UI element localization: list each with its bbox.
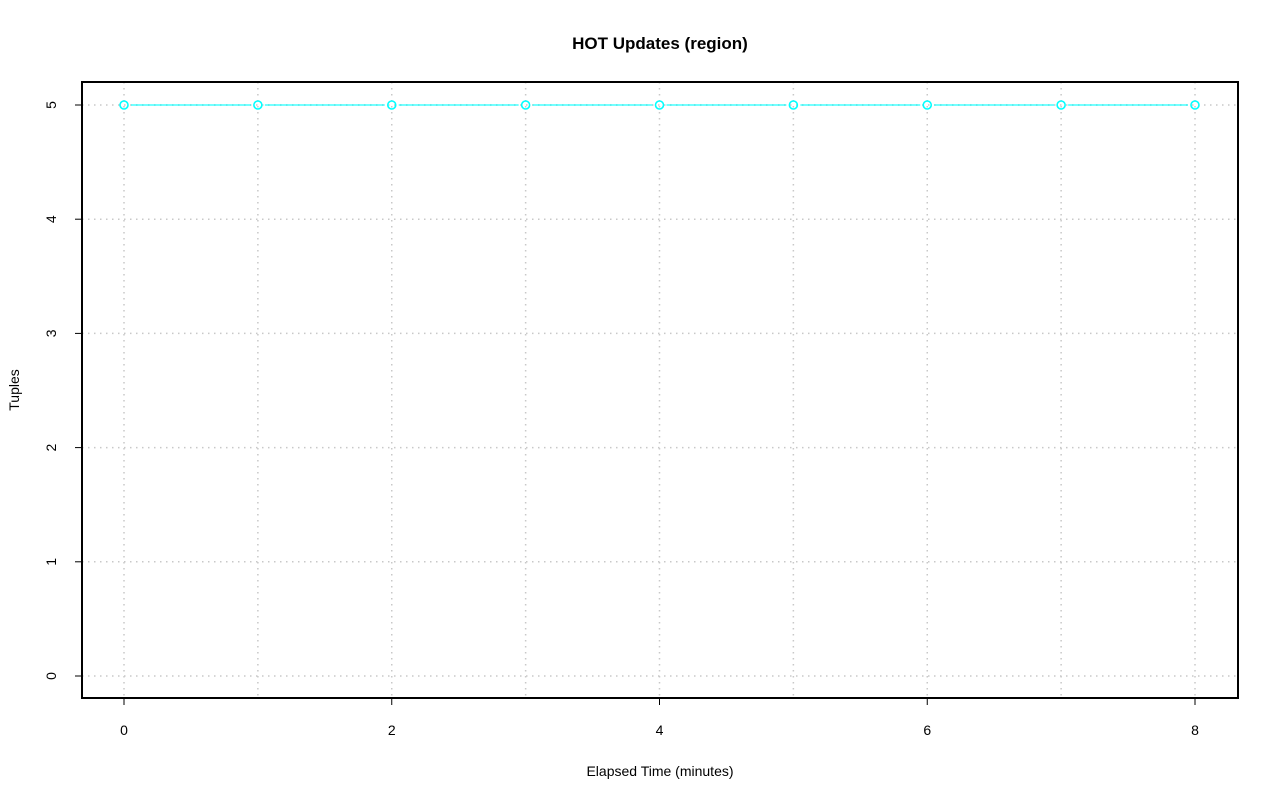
- x-tick-label: 4: [656, 722, 664, 738]
- x-tick-label: 0: [120, 722, 128, 738]
- plot-frame: [81, 81, 1239, 699]
- data-point: [1190, 100, 1200, 110]
- data-point: [788, 100, 799, 110]
- data-point: [520, 100, 531, 110]
- x-axis-label: Elapsed Time (minutes): [586, 763, 733, 779]
- y-tick-label: 0: [43, 672, 59, 680]
- y-axis-label: Tuples: [6, 369, 22, 411]
- x-tick-label: 8: [1191, 722, 1199, 738]
- data-point: [119, 100, 129, 110]
- y-tick-label: 4: [43, 215, 59, 223]
- y-tick-label: 5: [43, 101, 59, 109]
- y-tick-label: 2: [43, 443, 59, 451]
- data-point: [1056, 100, 1066, 110]
- grid: [82, 82, 1238, 698]
- y-tick-label: 1: [43, 558, 59, 566]
- data-point: [922, 100, 933, 110]
- chart-title: HOT Updates (region): [572, 34, 748, 53]
- y-tick-label: 3: [43, 329, 59, 337]
- data-point: [386, 100, 397, 110]
- x-tick-label: 2: [388, 722, 396, 738]
- series: [119, 100, 1200, 110]
- data-point: [654, 100, 665, 110]
- data-point: [253, 100, 263, 110]
- x-tick-label: 6: [923, 722, 931, 738]
- axes: 0 2 4 6 8 0 1 2 3 4 5: [43, 101, 1199, 738]
